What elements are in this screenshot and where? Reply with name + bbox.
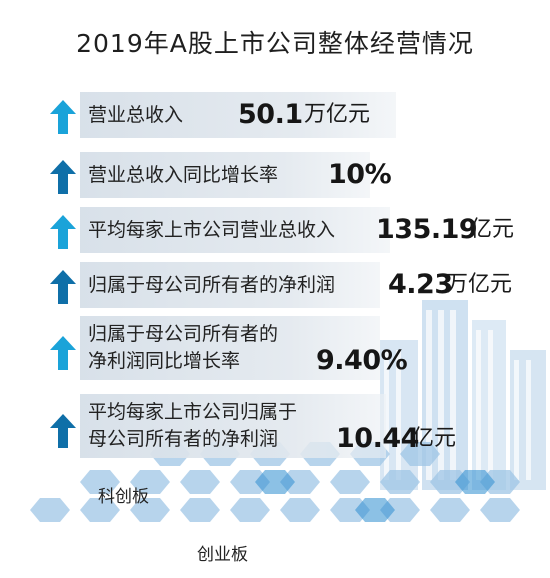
up-arrow-icon [50,160,76,194]
city-skyline-illustration [380,300,546,490]
stat-row-avg-revenue: 平均每家上市公司营业总收入 135.19 亿元 [0,207,550,253]
stat-row-revenue: 营业总收入 50.1 万亿元 [0,92,550,138]
board-label-star-market: 科创板 [98,487,149,507]
page-title: 2019年A股上市公司整体经营情况 [76,29,474,58]
stat-label: 营业总收入 [88,104,184,126]
stat-label: 归属于母公司所有者的净利润 [88,274,336,296]
stat-label-line1: 平均每家上市公司归属于 [88,401,298,423]
up-arrow-icon [50,215,76,249]
row-band [80,394,386,458]
stat-label-line2: 母公司所有者的净利润 [88,428,279,450]
hexagon-floor-illustration [30,442,520,522]
up-arrow-icon [50,270,76,304]
row-band [80,207,390,253]
up-arrow-icon [50,414,76,448]
stat-unit: 万亿元 [304,102,371,127]
row-band [80,262,380,308]
stat-value: 9.40% [316,345,408,376]
stat-row-revenue-growth: 营业总收入同比增长率 10% [0,152,550,198]
stat-row-net-profit: 归属于母公司所有者的净利润 4.23 万亿元 [0,262,550,308]
stat-label: 营业总收入同比增长率 [88,164,279,186]
row-band [80,92,396,138]
row-band [80,152,370,198]
stat-label: 平均每家上市公司营业总收入 [88,219,336,241]
stat-row-avg-net-profit: 平均每家上市公司归属于 母公司所有者的净利润 10.44 亿元 [0,394,550,458]
stat-value: 10% [328,159,392,190]
up-arrow-icon [50,100,76,134]
stat-value: 4.23 [388,269,453,300]
stat-unit: 亿元 [470,217,515,242]
row-band [80,316,380,380]
stat-value: 50.1 [238,99,303,130]
up-arrow-icon [50,336,76,370]
stat-label-line2: 净利润同比增长率 [88,350,241,372]
stat-unit: 亿元 [412,426,457,451]
stat-value: 10.44 [336,423,419,454]
board-label-chinext: 创业板 [197,545,248,565]
stat-unit: 万亿元 [446,272,513,297]
stat-label-line1: 归属于母公司所有者的 [88,323,279,345]
stat-row-net-profit-growth: 归属于母公司所有者的 净利润同比增长率 9.40% [0,316,550,380]
stat-value: 135.19 [376,214,478,245]
